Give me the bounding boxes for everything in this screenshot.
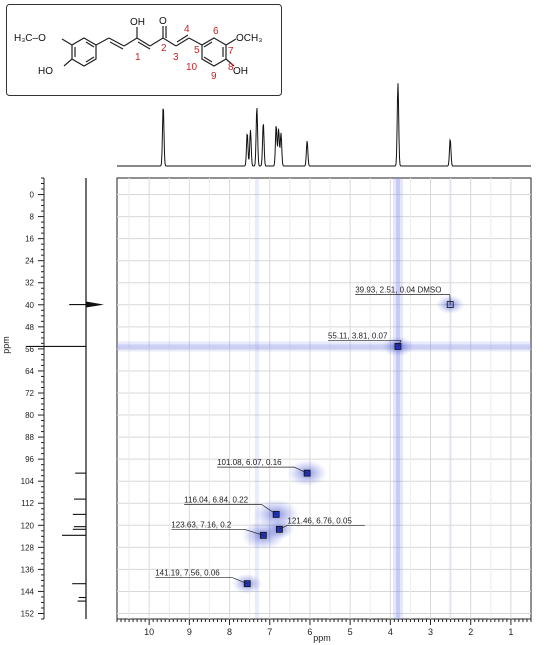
y-tick-label: 8 <box>30 213 35 222</box>
y-tick-label: 48 <box>25 323 34 332</box>
label-leader <box>279 524 288 530</box>
vertical-streak <box>392 178 403 619</box>
proton-trace-line <box>117 83 531 167</box>
y-tick-label: 32 <box>25 279 34 288</box>
cross-peak-label: 121.46, 6.76, 0.05 <box>287 516 352 525</box>
cross-peak-label: 116.04, 6.84, 0.22 <box>184 495 248 504</box>
plot-frame <box>116 177 532 620</box>
y-tick-label: 24 <box>25 257 34 266</box>
label-leader <box>294 466 308 474</box>
methoxy-right-label: OCH₃ <box>236 33 262 44</box>
x-tick-label: 7 <box>267 627 272 637</box>
y-tick-label: 56 <box>25 345 34 354</box>
vertical-streak-dmso <box>448 178 452 619</box>
molecule-bonds <box>61 26 237 67</box>
label-leader <box>244 528 264 536</box>
label-leader <box>397 340 402 347</box>
y-tick-label: 152 <box>21 609 35 618</box>
vertical-streak-core <box>395 178 400 619</box>
x-tick-label: 3 <box>428 627 433 637</box>
carbon-number-5: 5 <box>194 45 200 56</box>
correlation-plot-area: 39.93, 2.51, 0.04 DMSO 55.11, 3.81, 0.07 1… <box>116 177 532 620</box>
x-tick-label: 10 <box>144 627 154 637</box>
proton-1d-spectrum <box>117 83 531 167</box>
carbon-number-3: 3 <box>173 52 179 63</box>
x-tick-label: 4 <box>388 627 393 637</box>
x-tick-label: 9 <box>187 627 192 637</box>
horizontal-streak <box>117 341 531 352</box>
y-tick-label: 112 <box>21 499 34 508</box>
x-tick-label: 2 <box>468 627 473 637</box>
hydroxy-left-label: HO <box>38 66 53 77</box>
curcumin-structure-diagram: H₃C–O HO OH O OCH₃ OH 1 2 3 4 5 6 7 8 9 … <box>6 4 282 96</box>
cross-peak-label: 123.63, 7.16, 0.2 <box>171 520 232 529</box>
x-axis: 10 9 8 7 6 5 4 3 2 1 <box>116 619 532 637</box>
y-tick-label: 64 <box>25 367 34 376</box>
molecule-atom-labels: H₃C–O HO OH O OCH₃ OH <box>14 16 262 77</box>
enol-hydroxy-label: OH <box>130 17 145 28</box>
hydroxy-right-label: OH <box>233 66 248 77</box>
y-tick-label: 96 <box>25 455 34 464</box>
y-tick-label: 120 <box>21 521 35 530</box>
cross-peak-label: 39.93, 2.51, 0.04 DMSO <box>355 286 441 295</box>
cross-peak-label: 141.19, 7.56, 0.06 <box>155 569 220 578</box>
y-tick-label: 136 <box>21 565 35 574</box>
carbon-number-10: 10 <box>186 62 198 73</box>
x-tick-label: 5 <box>348 627 353 637</box>
y-tick-label: 128 <box>21 543 35 552</box>
cross-peak-labels: 39.93, 2.51, 0.04 DMSO 55.11, 3.81, 0.07 1… <box>155 286 451 585</box>
cross-peak-label: 55.11, 3.81, 0.07 <box>328 331 388 340</box>
x-tick-label: 6 <box>307 627 312 637</box>
carbon-number-6: 6 <box>213 26 219 37</box>
y-tick-label: 144 <box>21 587 35 596</box>
structure-frame <box>6 4 282 96</box>
y-tick-label: 0 <box>30 191 35 200</box>
label-leader <box>261 504 277 515</box>
label-leader <box>232 577 248 585</box>
y-axis-label: ppm <box>1 336 11 354</box>
methoxy-left-label: H₃C–O <box>14 33 46 44</box>
carbon-number-2: 2 <box>161 43 167 54</box>
carbon-number-7: 7 <box>228 46 234 57</box>
carbon-numbering: 1 2 3 4 5 6 7 8 9 10 <box>135 24 234 82</box>
y-tick-label: 88 <box>25 433 34 442</box>
x-tick-label: 1 <box>508 627 513 637</box>
horizontal-streak-core <box>117 344 531 349</box>
carbon-dmso-peak <box>86 301 104 308</box>
vertical-streak-7 <box>254 178 259 619</box>
carbon-number-4: 4 <box>184 24 190 35</box>
carbon-number-8: 8 <box>228 62 234 73</box>
carbon-number-1: 1 <box>135 52 141 63</box>
keto-oxygen-label: O <box>159 16 167 27</box>
cross-peak-label: 101.08, 6.07, 0.16 <box>217 458 282 467</box>
y-tick-label: 40 <box>25 301 34 310</box>
carbon-number-9: 9 <box>211 71 217 82</box>
y-tick-label: 16 <box>25 235 34 244</box>
y-tick-label: 80 <box>25 411 34 420</box>
x-tick-label: 8 <box>227 627 232 637</box>
y-axis: 0 8 16 24 32 40 48 56 64 72 80 88 96 104 112 120 128 136 1… <box>21 177 45 620</box>
y-tick-label: 104 <box>21 477 35 486</box>
carbon-1d-spectrum <box>26 178 104 619</box>
y-tick-label: 72 <box>25 389 34 398</box>
x-axis-label: ppm <box>313 633 331 643</box>
